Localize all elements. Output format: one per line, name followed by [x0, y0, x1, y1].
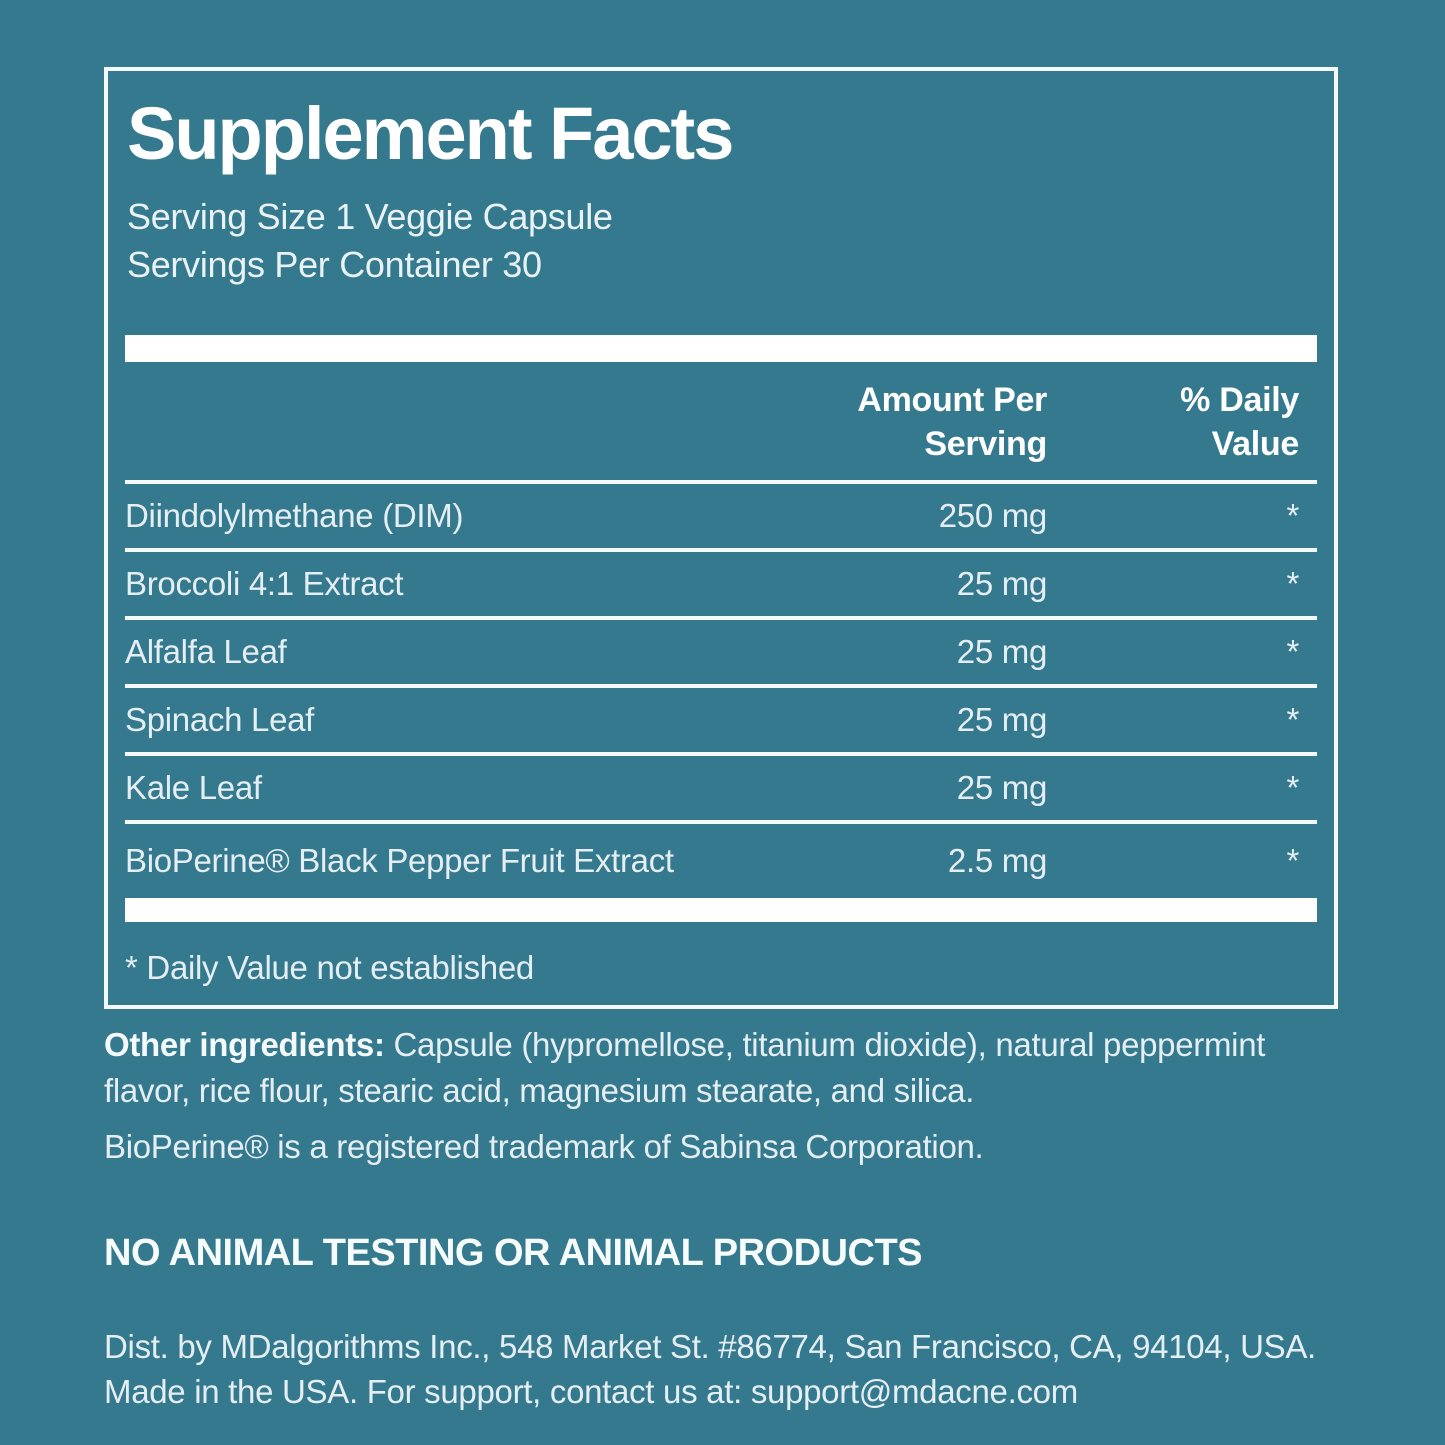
panel-title: Supplement Facts [127, 92, 734, 175]
ingredient-name: Spinach Leaf [125, 701, 315, 738]
other-ingredients-text: Capsule (hypromellose, titanium dioxide)… [104, 1026, 1266, 1109]
distribution-line-1: Dist. by MDalgorithms Inc., 548 Market S… [104, 1328, 1316, 1365]
ingredient-daily-value: * [1286, 633, 1299, 670]
table-row: Spinach Leaf 25 mg * [125, 688, 1317, 756]
section-divider-bar-bottom [125, 898, 1317, 922]
daily-value-footnote: * Daily Value not established [125, 949, 534, 986]
ingredient-amount: 2.5 mg [947, 842, 1047, 879]
ingredient-amount: 250 mg [938, 497, 1048, 534]
trademark-note: BioPerine® is a registered trademark of … [104, 1128, 984, 1165]
supplement-facts-panel: Supplement Facts Serving Size 1 Veggie C… [104, 67, 1338, 1009]
ingredient-amount: 25 mg [956, 769, 1048, 806]
servings-per-container: Servings Per Container 30 [127, 244, 542, 285]
table-row: BioPerine® Black Pepper Fruit Extract 2.… [125, 824, 1317, 898]
amount-per-serving-header: Amount Per Serving [857, 381, 1047, 463]
ingredient-name: Alfalfa Leaf [125, 633, 287, 670]
header-separator [125, 480, 1317, 484]
no-animal-testing-claim: NO ANIMAL TESTING OR ANIMAL PRODUCTS [104, 1232, 923, 1274]
percent-daily-value-header: % Daily Value [1180, 381, 1299, 463]
ingredient-name: Diindolylmethane (DIM) [125, 497, 464, 534]
label-footer: Other ingredients: Capsule (hypromellose… [104, 1022, 1349, 1414]
ingredient-daily-value: * [1286, 842, 1299, 879]
header-spacer [125, 378, 727, 466]
table-row: Kale Leaf 25 mg * [125, 756, 1317, 824]
table-row: Diindolylmethane (DIM) 250 mg * [125, 484, 1317, 552]
ingredient-amount: 25 mg [956, 701, 1048, 738]
ingredient-daily-value: * [1286, 701, 1299, 738]
ingredient-daily-value: * [1286, 769, 1299, 806]
table-header-row: Amount Per Serving % Daily Value [125, 362, 1317, 480]
ingredient-amount: 25 mg [956, 565, 1048, 602]
serving-size: Serving Size 1 Veggie Capsule [127, 196, 613, 237]
other-ingredients-label: Other ingredients: [104, 1026, 385, 1063]
ingredient-amount: 25 mg [956, 633, 1048, 670]
distribution-info: Dist. by MDalgorithms Inc., 548 Market S… [104, 1324, 1349, 1414]
distribution-line-2: Made in the USA. For support, contact us… [104, 1373, 1078, 1410]
ingredient-name: Kale Leaf [125, 769, 262, 806]
ingredient-daily-value: * [1286, 565, 1299, 602]
other-ingredients: Other ingredients: Capsule (hypromellose… [104, 1022, 1349, 1114]
ingredient-daily-value: * [1286, 497, 1299, 534]
ingredient-name: Broccoli 4:1 Extract [125, 565, 404, 602]
table-row: Broccoli 4:1 Extract 25 mg * [125, 552, 1317, 620]
section-divider-bar-top [125, 335, 1317, 362]
ingredient-name: BioPerine® Black Pepper Fruit Extract [125, 842, 674, 879]
table-row: Alfalfa Leaf 25 mg * [125, 620, 1317, 688]
serving-info: Serving Size 1 Veggie Capsule Servings P… [127, 193, 1317, 289]
